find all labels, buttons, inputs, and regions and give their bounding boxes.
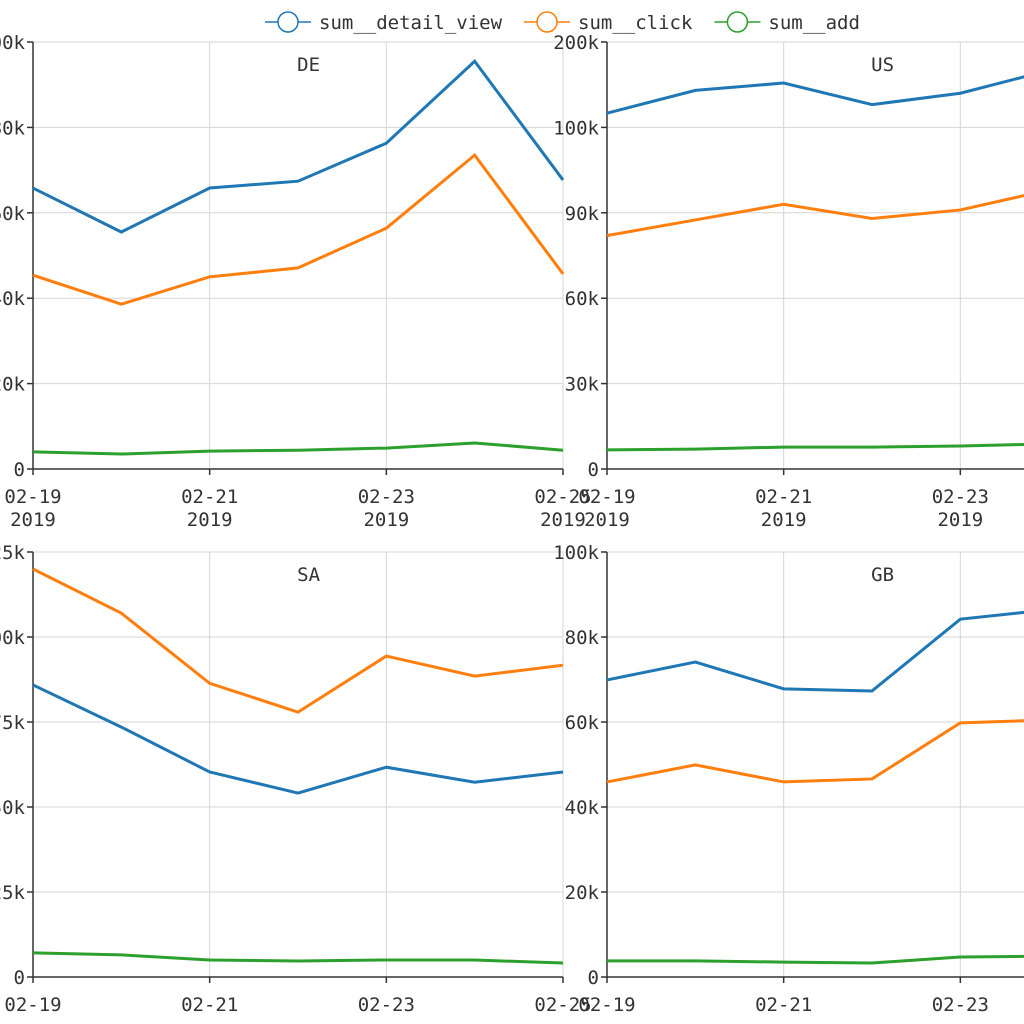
series-line bbox=[606, 719, 1024, 784]
panel-frame bbox=[32, 551, 564, 978]
legend-marker bbox=[726, 11, 749, 33]
series-line bbox=[606, 610, 1024, 693]
legend-label: sum__add bbox=[768, 12, 860, 34]
series-line bbox=[607, 954, 1024, 965]
x-tick-year: 2019 bbox=[761, 509, 807, 531]
x-tick-label: 02-23 bbox=[358, 994, 415, 1016]
series-line bbox=[32, 567, 564, 714]
y-tick-label: 30k bbox=[565, 374, 600, 396]
x-tick-year: 2019 bbox=[584, 509, 630, 531]
y-tick-label: 100k bbox=[0, 627, 26, 649]
series-line bbox=[606, 443, 1024, 452]
y-tick-label: 100k bbox=[0, 32, 26, 54]
x-tick-label: 02-21 bbox=[181, 486, 238, 508]
y-tick-label: 125k bbox=[0, 542, 26, 564]
y-tick-label: 20k bbox=[0, 374, 26, 396]
legend-label: sum__click bbox=[578, 12, 693, 34]
legend-marker bbox=[277, 11, 299, 33]
x-tick-label: 02-23 bbox=[932, 486, 989, 508]
x-tick-year: 2019 bbox=[363, 509, 409, 531]
x-tick-label: 02-23 bbox=[358, 486, 415, 508]
legend-item: sum__detail_view bbox=[265, 11, 503, 34]
legend-item: sum__add bbox=[714, 11, 860, 34]
series-line bbox=[606, 194, 1024, 238]
series-line bbox=[606, 75, 1024, 115]
legend-item: sum__click bbox=[524, 11, 693, 34]
y-tick-label: 0 bbox=[14, 459, 25, 481]
x-tick-label: 02-19 bbox=[4, 486, 61, 508]
series-line bbox=[32, 951, 564, 965]
y-tick-label: 80k bbox=[565, 627, 600, 649]
x-tick-label: 02-19 bbox=[578, 486, 635, 508]
legend-label: sum__detail_view bbox=[319, 12, 503, 34]
panel-title: SA bbox=[297, 564, 320, 586]
x-tick-year: 2019 bbox=[10, 509, 56, 531]
panel-title: GB bbox=[871, 564, 894, 586]
y-tick-label: 20k bbox=[565, 882, 600, 904]
series-line bbox=[32, 441, 564, 456]
panel-frame bbox=[606, 41, 1024, 470]
y-tick-label: 60k bbox=[0, 203, 26, 225]
series-line bbox=[32, 58, 565, 234]
y-tick-label: 25k bbox=[0, 882, 26, 904]
y-tick-label: 50k bbox=[0, 797, 26, 819]
x-tick-year: 2019 bbox=[540, 509, 586, 531]
x-tick-year: 2019 bbox=[937, 509, 983, 531]
legend-marker bbox=[536, 11, 558, 33]
series-line bbox=[32, 152, 565, 306]
y-tick-label: 0 bbox=[14, 967, 25, 989]
y-tick-label: 0 bbox=[588, 967, 599, 989]
x-tick-label: 02-21 bbox=[755, 486, 812, 508]
series-line bbox=[32, 683, 564, 795]
y-tick-label: 40k bbox=[565, 797, 600, 819]
x-tick-label: 02-19 bbox=[4, 994, 61, 1016]
y-tick-label: 90k bbox=[565, 203, 600, 225]
y-tick-label: 40k bbox=[0, 288, 26, 310]
y-tick-label: 60k bbox=[565, 712, 600, 734]
panel-title: US bbox=[871, 54, 894, 76]
y-tick-label: 100k bbox=[553, 542, 599, 564]
y-tick-label: 80k bbox=[0, 117, 26, 139]
y-tick-label: 75k bbox=[0, 712, 26, 734]
x-tick-label: 02-23 bbox=[932, 994, 989, 1016]
y-tick-label: 200k bbox=[553, 32, 599, 54]
panel-frame bbox=[606, 551, 1024, 978]
x-tick-label: 02-21 bbox=[181, 994, 238, 1016]
y-tick-label: 60k bbox=[565, 288, 600, 310]
panel-frame bbox=[32, 41, 564, 470]
y-tick-label: 100k bbox=[553, 117, 599, 139]
x-tick-year: 2019 bbox=[187, 509, 233, 531]
x-tick-label: 02-19 bbox=[578, 994, 635, 1016]
x-tick-label: 02-25 bbox=[534, 994, 591, 1016]
panel-title: DE bbox=[297, 54, 320, 76]
x-tick-label: 02-21 bbox=[755, 994, 812, 1016]
x-tick-label: 02-25 bbox=[534, 486, 591, 508]
y-tick-label: 0 bbox=[588, 459, 599, 481]
